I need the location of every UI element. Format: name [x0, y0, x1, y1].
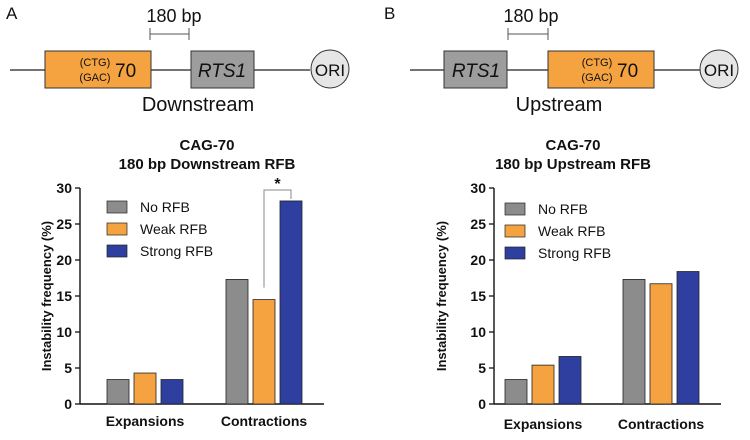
chart-b-bar-expansions-1	[531, 364, 555, 405]
chart-b-legend-swatch	[504, 246, 526, 260]
chart-b-bar-contractions-2	[676, 271, 700, 405]
chart-a-legend-swatch	[106, 222, 128, 236]
chart-a-legend-swatch	[106, 200, 128, 214]
panel-a-repeat-box	[44, 50, 152, 89]
chart-b-legend-label: Weak RFB	[538, 223, 605, 239]
chart-a-legend-label: No RFB	[140, 199, 190, 215]
chart-a-ytick-label: 5	[64, 360, 72, 376]
panel-b-ori-label: ORI	[704, 61, 734, 80]
panel-a-ori-circle	[310, 49, 350, 89]
chart-a: CAG-70 180 bp Downstream RFB Instability…	[39, 137, 324, 429]
panel-a-repeat-count: 70	[115, 61, 136, 82]
panel-a-ori-label: ORI	[315, 61, 345, 80]
panel-a-scale-bar	[149, 28, 190, 40]
chart-b-title: CAG-70	[545, 137, 600, 154]
panel-b-repeat-box	[547, 50, 655, 89]
chart-b-ytick-label: 0	[478, 396, 486, 412]
panel-a-scale-label: 180 bp	[146, 6, 201, 26]
chart-a-bar-expansions-2	[160, 379, 184, 405]
chart-b-ytick-label: 30	[470, 180, 486, 196]
panel-b-scale-label: 180 bp	[503, 6, 558, 26]
chart-b-ylabel: Instability frequency (%)	[434, 221, 449, 371]
chart-a-ytick-label: 25	[56, 216, 72, 232]
chart-a-bar-contractions-1	[252, 299, 276, 405]
chart-a-category-label: Expansions	[106, 413, 185, 429]
chart-a-bar-contractions-2	[279, 200, 303, 405]
chart-b-legend-label: Strong RFB	[538, 245, 611, 261]
chart-b-ytick-label: 25	[470, 216, 486, 232]
panel-b-letter: B	[384, 4, 395, 23]
chart-a-legend-swatch	[106, 244, 128, 258]
chart-a-legend-label: Weak RFB	[140, 221, 207, 237]
chart-b: CAG-70 180 bp Upstream RFB Instability f…	[434, 137, 721, 432]
chart-a-ytick-label: 30	[56, 180, 72, 196]
chart-b-category-label: Contractions	[618, 416, 705, 432]
panel-b-repeat-count: 70	[617, 61, 638, 82]
chart-b-subtitle: 180 bp Upstream RFB	[495, 156, 651, 173]
panel-a-letter: A	[6, 4, 18, 23]
panel-a-rts1-box	[190, 50, 255, 89]
chart-b-ytick-label: 10	[470, 324, 486, 340]
chart-b-category-label: Expansions	[504, 416, 583, 432]
chart-a-ytick-label: 20	[56, 252, 72, 268]
panel-a-position-label: Downstream	[142, 94, 254, 116]
chart-b-ytick-label: 20	[470, 252, 486, 268]
chart-a-title: CAG-70	[179, 137, 234, 154]
chart-a-subtitle: 180 bp Downstream RFB	[119, 156, 296, 173]
panel-b-repeat-top: (CTG)	[582, 57, 613, 69]
panel-b-diagram: B 180 bp RTS1 (CTG) (GAC) 70 ORI Upstrea…	[384, 4, 739, 116]
chart-a-bar-expansions-1	[133, 372, 157, 405]
chart-b-bar-contractions-0	[622, 279, 646, 405]
chart-b-ytick-label: 15	[470, 288, 486, 304]
panel-b-rts1-label: RTS1	[452, 61, 500, 82]
chart-a-ytick-label: 0	[64, 396, 72, 412]
chart-a-bar-expansions-0	[106, 379, 130, 405]
panel-b-ori-circle	[699, 49, 739, 89]
chart-b-legend-label: No RFB	[538, 201, 588, 217]
chart-a-significance-bracket	[263, 189, 292, 288]
chart-a-bar-contractions-0	[225, 279, 249, 405]
chart-a-ytick-label: 15	[56, 288, 72, 304]
chart-a-ytick-label: 10	[56, 324, 72, 340]
chart-a-ylabel: Instability frequency (%)	[39, 221, 54, 371]
panel-a-diagram: A 180 bp (CTG) (GAC) 70 RTS1 ORI Downstr…	[6, 4, 350, 116]
chart-b-ytick-label: 5	[478, 360, 486, 376]
panel-a-rts1-label: RTS1	[198, 61, 246, 82]
chart-b-legend-swatch	[504, 224, 526, 238]
panel-b-position-label: Upstream	[516, 94, 603, 116]
chart-b-bar-expansions-0	[504, 379, 528, 405]
panel-b-scale-bar	[507, 28, 549, 40]
chart-b-bar-contractions-1	[649, 283, 673, 405]
chart-b-bar-expansions-2	[558, 356, 582, 405]
panel-b-rts1-box	[443, 50, 508, 89]
panel-b-repeat-bottom: (GAC)	[581, 72, 612, 84]
panel-a-repeat-bottom: (GAC)	[79, 72, 110, 84]
chart-a-category-label: Contractions	[221, 413, 308, 429]
chart-a-significance-star: *	[274, 176, 281, 193]
chart-a-legend-label: Strong RFB	[140, 243, 213, 259]
panel-a-repeat-top: (CTG)	[80, 57, 111, 69]
chart-b-legend-swatch	[504, 202, 526, 216]
